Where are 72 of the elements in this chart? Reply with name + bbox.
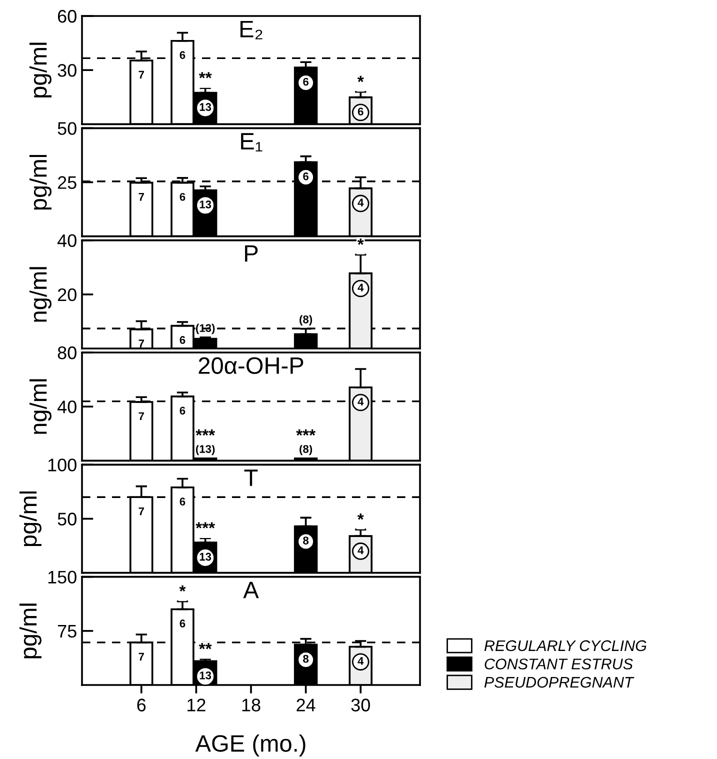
y-axis-title: ng/ml [29, 379, 52, 434]
y-tick-label: 80 [58, 346, 76, 360]
annotation: 6 [180, 51, 186, 60]
annotation: 6 [358, 108, 364, 116]
y-tick-label: 100 [48, 458, 76, 472]
annotation: *** [296, 429, 316, 436]
legend-label: CONSTANT ESTRUS [484, 658, 633, 670]
y-tick-label: 40 [57, 234, 76, 248]
y-axis-title: pg/ml [19, 491, 42, 546]
y-tick-label: 30 [58, 64, 76, 77]
x-tick-label: 24 [296, 698, 316, 712]
annotation: (13) [196, 444, 215, 456]
annotation: 6 [180, 498, 186, 506]
chart-title: P [245, 245, 258, 262]
y-axis-title: pg/ml [29, 42, 52, 98]
annotation: *** [196, 429, 216, 436]
chart-title: 20α-OH-P [198, 357, 304, 374]
annotation: 6 [303, 172, 308, 180]
chart-title: A [243, 582, 259, 598]
annotation: (8) [300, 444, 312, 456]
y-tick-label: 60 [58, 10, 76, 23]
annotation: (8) [300, 315, 312, 326]
annotation: ** [198, 72, 212, 78]
x-axis-title: AGE (mo.) [195, 734, 306, 756]
annotation: 6 [180, 192, 186, 201]
annotation: 6 [180, 406, 186, 415]
annotation: 7 [138, 70, 144, 79]
annotation: 8 [303, 536, 309, 544]
chart-title: E₁ [241, 133, 262, 152]
annotation: 13 [200, 103, 212, 111]
annotation: * [357, 514, 364, 520]
annotation: 7 [138, 652, 144, 660]
x-tick-label: 18 [242, 698, 260, 712]
annotation: 6 [303, 78, 308, 86]
annotation: 4 [358, 398, 364, 406]
y-tick-label: 20 [58, 288, 76, 302]
annotation: 7 [138, 340, 144, 348]
annotation: * [179, 585, 186, 592]
x-tick-label: 12 [188, 698, 206, 712]
annotation: 4 [358, 657, 364, 665]
annotation: 7 [138, 193, 144, 201]
y-tick-label: 25 [58, 176, 76, 189]
annotation: ** [198, 643, 212, 650]
legend-label: PSEUDOPREGNANT [484, 676, 634, 688]
y-axis-title: ng/ml [29, 267, 52, 322]
annotation: 6 [180, 336, 186, 344]
annotation: * [357, 76, 364, 82]
annotation: 7 [138, 507, 144, 516]
y-tick-label: 50 [58, 512, 76, 526]
y-tick-label: 75 [58, 625, 76, 638]
annotation: 6 [180, 620, 186, 628]
x-tick-label: 30 [351, 698, 370, 712]
annotation: *** [196, 522, 216, 528]
annotation: 7 [138, 412, 144, 420]
annotation: 13 [200, 552, 212, 561]
annotation: * [357, 238, 364, 245]
chart-title: E₂ [240, 21, 262, 40]
annotation: 13 [200, 200, 212, 208]
y-tick-label: 150 [48, 570, 76, 584]
y-tick-label: 40 [57, 400, 76, 414]
annotation: (13) [196, 324, 215, 334]
x-tick-label: 6 [137, 698, 146, 712]
chart-title: T [244, 470, 258, 486]
y-tick-label: 50 [58, 122, 76, 135]
annotation: 13 [200, 671, 212, 680]
annotation: 4 [358, 284, 364, 292]
annotation: 8 [303, 654, 309, 663]
annotation: 4 [358, 198, 364, 206]
y-axis-title: pg/ml [29, 154, 52, 210]
annotation: 4 [358, 546, 364, 554]
y-axis-title: pg/ml [19, 604, 42, 658]
legend-label: REGULARLY CYCLING [484, 640, 646, 652]
